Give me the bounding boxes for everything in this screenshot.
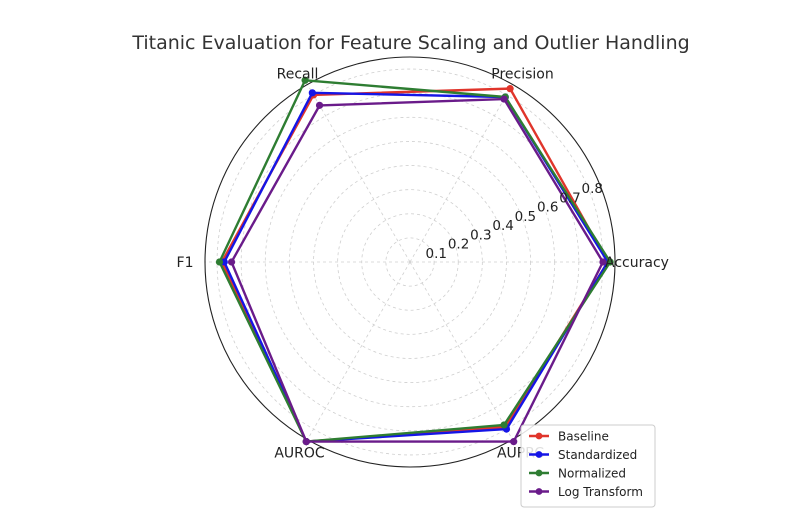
category-label: Recall (277, 66, 319, 82)
outer-frame (204, 56, 616, 468)
radial-tick-label: 0.3 (470, 227, 491, 243)
radial-tick-label: 0.8 (582, 181, 603, 197)
radial-tick-label: 0.1 (426, 246, 447, 262)
legend-marker (535, 469, 543, 477)
category-label: AUROC (274, 446, 325, 462)
category-label: F1 (177, 255, 194, 271)
chart-title: Titanic Evaluation for Feature Scaling a… (131, 32, 689, 54)
data-point (302, 438, 310, 446)
series-line-normalized (218, 79, 612, 443)
legend-label: Baseline (558, 430, 609, 444)
grid-spoke (307, 261, 411, 440)
grid-spoke (409, 261, 513, 440)
data-point (301, 76, 309, 84)
category-label: Precision (491, 66, 553, 82)
data-point (227, 258, 236, 266)
legend-label: Log Transform (558, 485, 643, 499)
data-point (510, 438, 518, 446)
data-point (215, 258, 224, 266)
grid-layer (204, 56, 616, 468)
legend-marker (535, 451, 543, 458)
radial-tick-label: 0.2 (448, 237, 469, 253)
legend: Baseline Standardized Normalized Log Transf… (520, 424, 656, 508)
legend-marker (535, 432, 543, 440)
legend-marker (535, 488, 543, 495)
radial-tick-label: 0.4 (492, 218, 513, 234)
data-point (308, 89, 316, 97)
legend-box (520, 424, 656, 508)
grid-spoke (307, 84, 411, 263)
data-point (500, 421, 508, 429)
radial-tick-label: 0.6 (537, 200, 558, 216)
series-layer (215, 76, 614, 446)
data-point (315, 101, 324, 109)
data-point (599, 258, 607, 266)
radial-tick-label: 0.5 (515, 209, 536, 225)
category-label: Accuracy (605, 255, 669, 271)
data-point (500, 95, 508, 103)
legend-label: Normalized (558, 467, 626, 481)
legend-label: Standardized (558, 448, 637, 462)
grid-spoke (409, 84, 513, 263)
label-layer: 0.10.20.30.40.50.60.70.8 Accuracy Precisio… (177, 66, 669, 461)
radial-tick-label: 0.7 (559, 190, 580, 206)
series-line-log-transform (230, 97, 605, 443)
data-point (506, 85, 514, 93)
data-point (606, 258, 614, 266)
